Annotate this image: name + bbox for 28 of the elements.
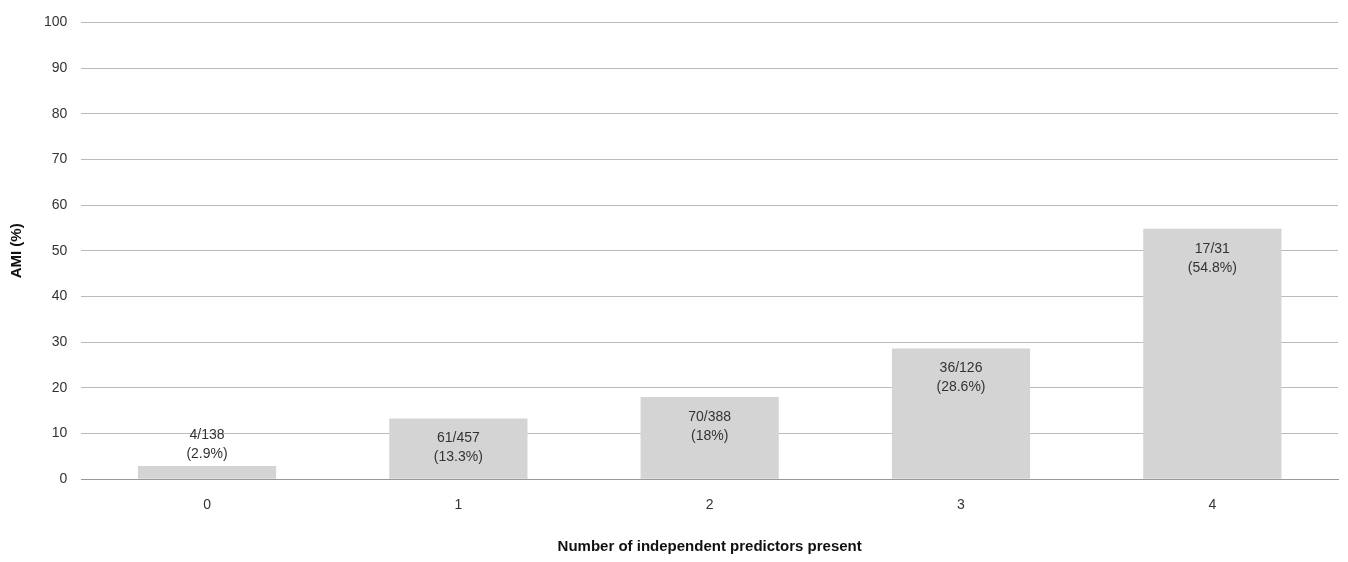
y-tick-label: 30 <box>51 333 68 350</box>
y-tick-label: 40 <box>51 287 68 304</box>
data-label: 17/31 (54.8%) <box>1187 239 1237 275</box>
y-tick-label: 60 <box>51 195 68 212</box>
data-label: 4/138 (2.9%) <box>186 425 228 461</box>
bar <box>389 418 528 479</box>
y-tick-label: 50 <box>51 241 68 258</box>
y-tick-label: 80 <box>51 104 68 121</box>
x-axis-title: Number of independent predictors present <box>557 537 862 555</box>
x-tick-label: 1 <box>454 496 463 513</box>
y-tick-label: 20 <box>51 378 68 395</box>
y-axis-title: AMI (%) <box>7 223 25 279</box>
data-label: 70/388 (18%) <box>688 407 732 443</box>
y-tick-label: 0 <box>59 470 68 487</box>
data-label: 61/457 (13.3%) <box>433 429 483 465</box>
y-tick-label: 90 <box>51 58 68 75</box>
x-tick-label: 3 <box>957 496 966 513</box>
y-tick-label: 70 <box>51 150 68 167</box>
data-label: 36/126 (28.6%) <box>936 359 986 395</box>
x-tick-label: 0 <box>203 496 212 513</box>
bar <box>1143 228 1282 479</box>
x-tick-label: 4 <box>1208 496 1217 513</box>
y-tick-label: 10 <box>51 424 68 441</box>
bar <box>891 348 1031 479</box>
y-tick-label: 100 <box>44 13 68 30</box>
bar <box>640 396 779 479</box>
bar <box>137 465 277 479</box>
x-tick-label: 2 <box>705 496 714 513</box>
